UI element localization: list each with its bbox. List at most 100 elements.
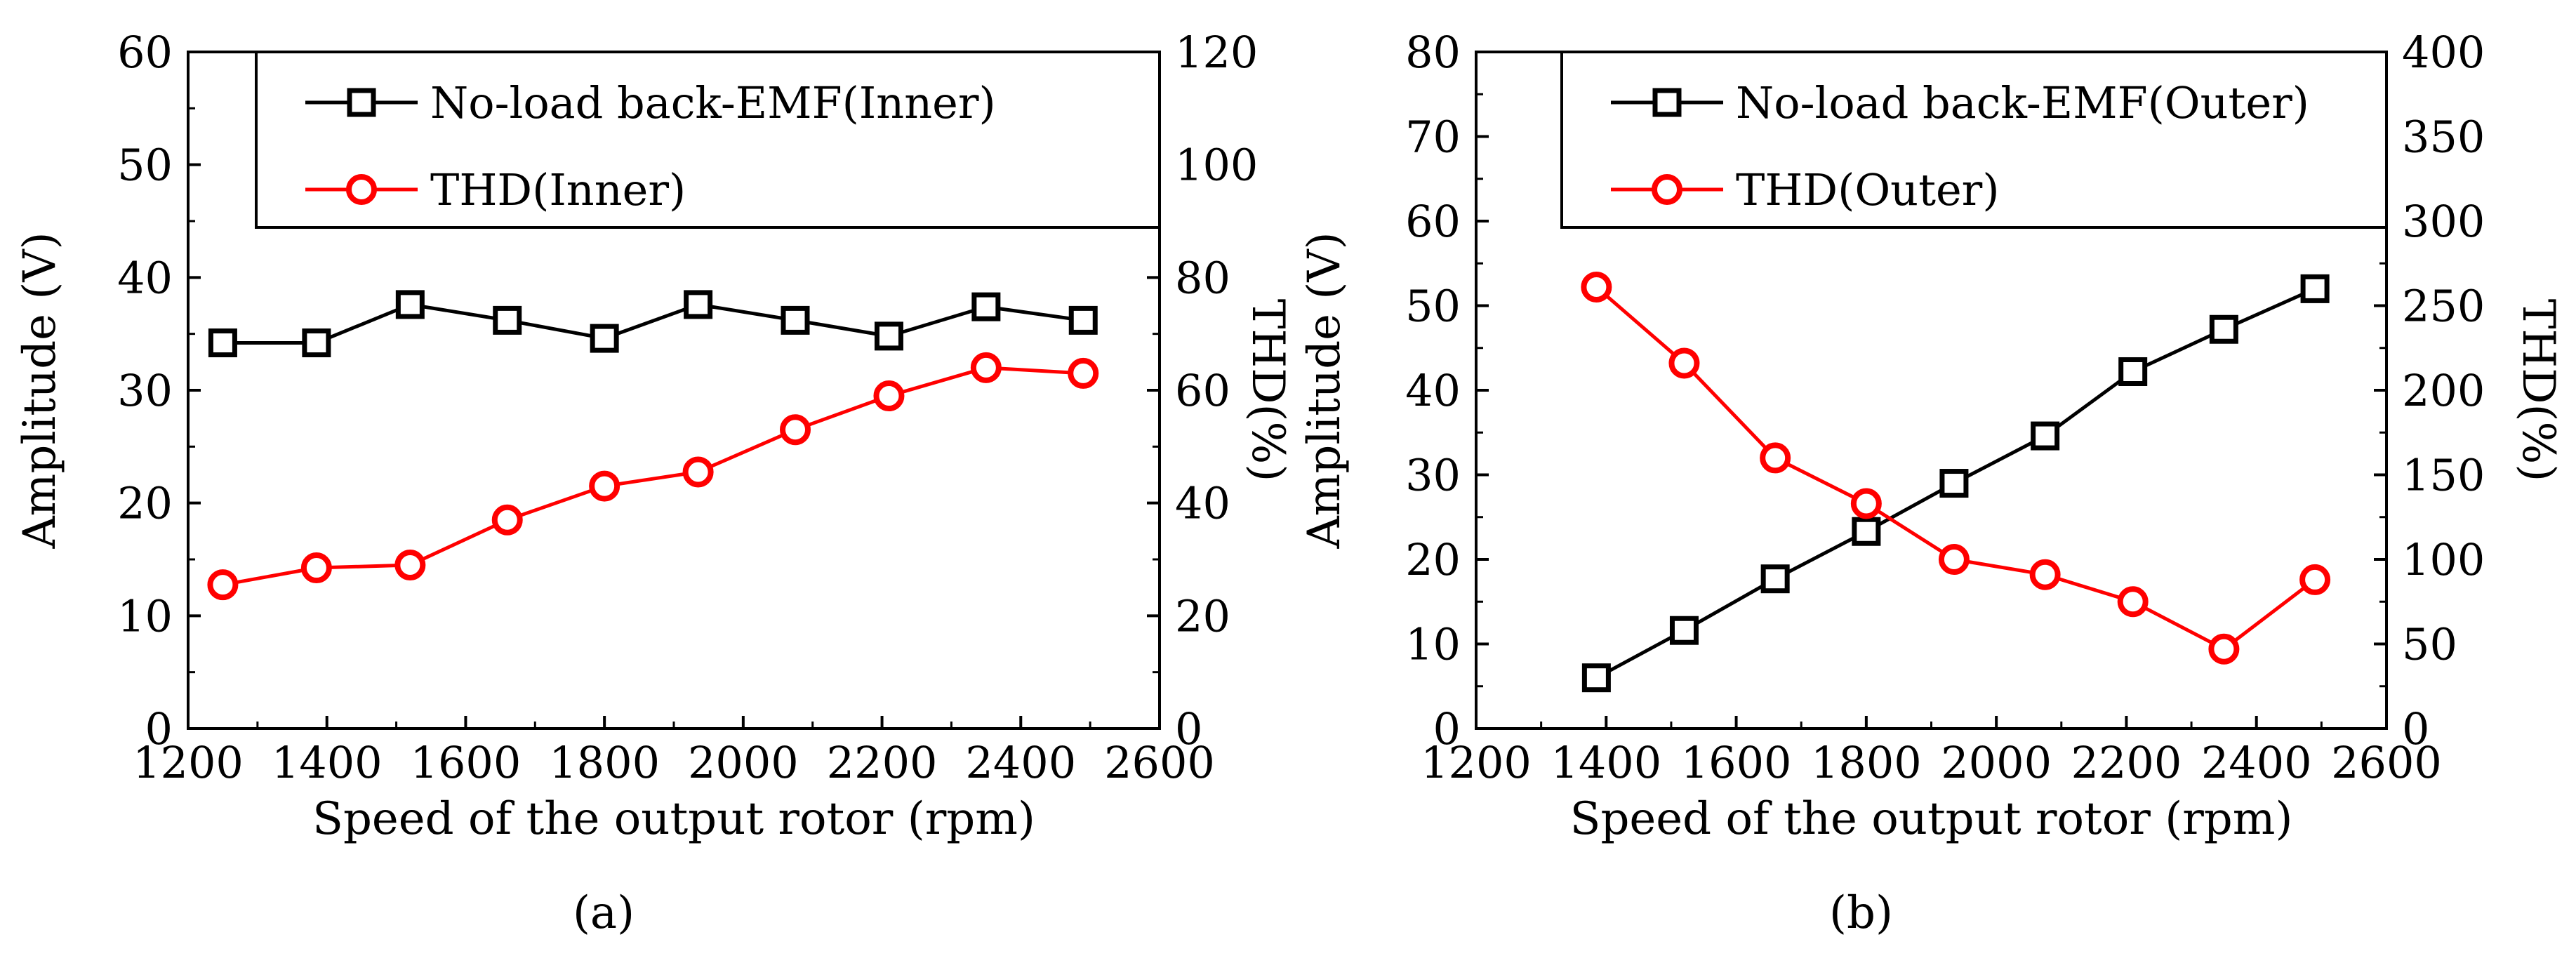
data-point-circle [394, 550, 426, 581]
y2-tick-label: 80 [1175, 252, 1230, 303]
y-tick-label: 10 [117, 590, 173, 642]
chart-panel-b: 1200 1400 1600 1800 2000 2200 2400 260001020304… [1299, 27, 2564, 939]
y2-tick-label: 300 [2402, 196, 2485, 247]
y2-tick-label: 100 [1175, 140, 1258, 191]
data-point-circle [491, 504, 523, 536]
y2-tick-label: 20 [1175, 590, 1230, 642]
y2-tick-label: 40 [1175, 478, 1230, 529]
legend-marker-square [347, 88, 376, 117]
legend-box [1560, 51, 2388, 229]
data-point-square [395, 290, 425, 319]
x-tick-label: 1600 [411, 737, 522, 788]
x-tick-label: 2200 [2071, 737, 2182, 788]
data-point-square [684, 290, 713, 319]
x-tick-label: 1400 [272, 737, 383, 788]
legend-marker-circle [346, 174, 377, 205]
y2-tick-label: 50 [2402, 619, 2457, 670]
x-tick-label: 2400 [965, 737, 1076, 788]
data-point-square [971, 292, 1001, 321]
legend-marker-square [1652, 88, 1682, 117]
data-point-circle [1581, 271, 1612, 303]
y-tick-label: 70 [1405, 112, 1461, 163]
data-point-circle [682, 456, 714, 488]
data-point-circle [2117, 586, 2149, 618]
x-tick-label: 1800 [1811, 737, 1922, 788]
legend-label: THD(Inner) [430, 164, 686, 215]
y-tick-label: 40 [1405, 365, 1461, 416]
data-point-square [208, 328, 237, 358]
data-point-circle [1938, 544, 1970, 575]
data-point-square [1852, 517, 1881, 546]
y2-tick-label: 350 [2402, 112, 2485, 163]
y-tick-label: 30 [117, 365, 173, 416]
legend-label: No-load back-EMF(Inner) [430, 77, 996, 128]
legend-marker-circle [1652, 174, 1682, 205]
y-tick-label: 60 [1405, 196, 1461, 247]
y-axis-label: Amplitude (V) [1299, 232, 1350, 549]
x-tick-label: 1200 [133, 737, 244, 788]
legend-box [255, 51, 1161, 229]
data-point-square [2300, 274, 2330, 303]
y-tick-label: 50 [1405, 281, 1461, 332]
y2-axis-label: THD(%) [2512, 299, 2564, 482]
data-point-square [493, 305, 522, 335]
series-thd [1581, 271, 2331, 665]
data-point-circle [780, 414, 811, 446]
data-point-square [302, 328, 331, 358]
y2-tick-label: 100 [2402, 534, 2485, 585]
y-tick-label: 10 [1405, 619, 1461, 670]
data-point-circle [970, 352, 1002, 383]
y-tick-label: 50 [117, 140, 173, 191]
y-axis-label: Amplitude (V) [14, 232, 66, 549]
data-point-circle [1068, 357, 1099, 389]
x-tick-label: 1800 [549, 737, 660, 788]
x-tick-label: 1400 [1551, 737, 1661, 788]
y2-tick-label: 200 [2402, 365, 2485, 416]
x-tick-label: 2000 [1941, 737, 2052, 788]
series-line [222, 366, 1084, 587]
legend-label: No-load back-EMF(Outer) [1736, 77, 2309, 128]
y2-tick-label: 150 [2402, 450, 2485, 501]
data-point-square [590, 324, 619, 353]
data-point-square [1581, 663, 1611, 693]
y2-tick-label: 120 [1175, 27, 1258, 78]
y2-tick-label: 250 [2402, 281, 2485, 332]
data-point-circle [873, 380, 905, 412]
y2-tick-label: 400 [2402, 27, 2485, 78]
panel-label: (a) [573, 887, 635, 939]
data-point-square [2209, 314, 2238, 344]
legend-label: THD(Outer) [1736, 164, 2000, 215]
panel-label: (b) [1829, 887, 1893, 939]
data-point-circle [1850, 488, 1882, 519]
x-tick-label: 2200 [827, 737, 938, 788]
series-line [1595, 286, 2316, 651]
y2-axis-label: THD(%) [1242, 299, 1294, 482]
y-tick-label: 40 [117, 252, 173, 303]
y2-tick-label: 0 [2402, 703, 2429, 755]
y-tick-label: 20 [1405, 534, 1461, 585]
x-tick-label: 2400 [2201, 737, 2312, 788]
data-point-square [2118, 357, 2148, 386]
data-point-square [1939, 469, 1969, 498]
series-line [223, 303, 1084, 345]
x-tick-label: 2600 [2331, 737, 2442, 788]
y-tick-label: 80 [1405, 27, 1461, 78]
x-tick-label: 2000 [688, 737, 799, 788]
y-tick-label: 60 [117, 27, 173, 78]
legend: No-load back-EMF(Outer) THD(Outer) [1560, 51, 2388, 229]
data-point-circle [2208, 633, 2240, 665]
series-emf [208, 290, 1098, 358]
data-point-square [781, 305, 810, 335]
data-point-square [1669, 616, 1699, 645]
x-tick-label: 1600 [1681, 737, 1792, 788]
series-emf [1581, 274, 2330, 693]
x-axis-label: Speed of the output rotor (rpm) [312, 793, 1035, 845]
data-point-circle [1760, 442, 1791, 474]
y-tick-label: 0 [145, 703, 173, 755]
y-tick-label: 20 [117, 478, 173, 529]
data-point-circle [1668, 347, 1700, 379]
legend: No-load back-EMF(Inner) THD(Inner) [255, 51, 1161, 229]
data-point-square [1760, 564, 1790, 594]
x-axis-label: Speed of the output rotor (rpm) [1570, 793, 2293, 845]
